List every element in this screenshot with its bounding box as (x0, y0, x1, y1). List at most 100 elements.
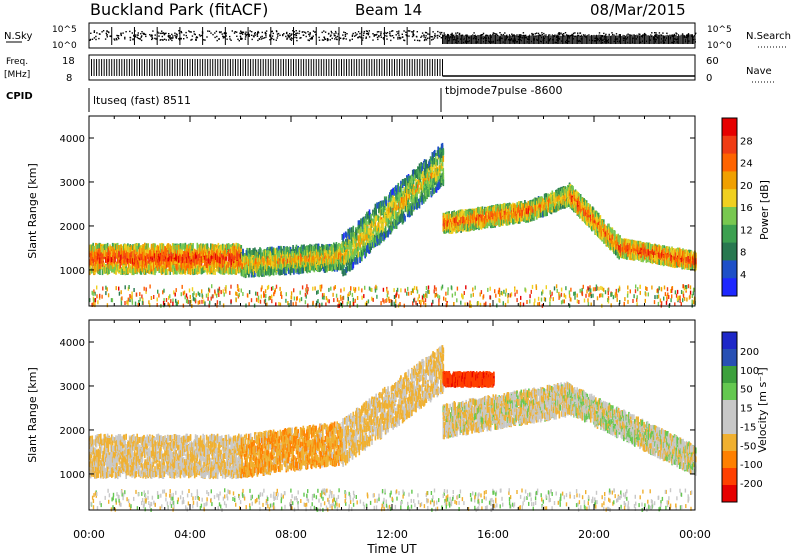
noise-sample (660, 34, 663, 36)
noise-sample (418, 39, 421, 42)
echo-cell (133, 251, 135, 258)
noise-sample (106, 30, 108, 33)
echo-cell (151, 243, 154, 250)
echo-cell (105, 267, 108, 274)
echo-cell (294, 266, 297, 273)
noise-sample (694, 38, 696, 41)
echo-cell (306, 257, 309, 264)
noise-sample (578, 39, 581, 42)
noise-sample (534, 33, 536, 35)
echo-cell (173, 246, 176, 252)
noise-sample (420, 36, 422, 38)
echo-cell (111, 266, 114, 273)
noise-sample (403, 39, 406, 42)
noise-sample (212, 33, 214, 36)
noise-sample (242, 31, 245, 33)
echo-cell (188, 248, 190, 255)
echo-cell (364, 242, 366, 249)
echo-cell (195, 249, 198, 256)
freq-unit-label: [MHz] (4, 70, 30, 80)
echo-cell (134, 260, 137, 267)
echo-cell (288, 252, 290, 259)
echo-cell (133, 259, 135, 266)
echo-cell (126, 267, 128, 274)
noise-sample (427, 33, 429, 35)
echo-cell (289, 269, 292, 276)
echo-cell (375, 215, 377, 222)
echo-cell (195, 268, 198, 275)
noise-sample (95, 38, 97, 41)
noise-sample (355, 34, 357, 36)
noise-sample (185, 31, 187, 34)
echo-cell (204, 263, 206, 270)
echo-cell (145, 243, 148, 250)
echo-cell (208, 257, 210, 264)
noise-sample (686, 34, 688, 36)
echo-cell (202, 243, 204, 250)
noise-sample (168, 36, 170, 38)
echo-cell (116, 248, 118, 255)
noise-sample (324, 31, 327, 33)
noise-sample (301, 31, 303, 33)
echo-cell (281, 269, 283, 275)
noise-sample (134, 36, 137, 38)
noise-sample (436, 37, 439, 39)
noise-sample (482, 34, 484, 36)
noise-sample (208, 30, 211, 32)
echo-cell (293, 262, 295, 269)
noise-sample (694, 41, 696, 43)
noise-sample (467, 37, 470, 39)
echo-cell (397, 182, 400, 189)
noise-sample (104, 38, 107, 40)
noise-sample (365, 30, 368, 32)
echo-cell (119, 259, 122, 266)
echo-cell (265, 264, 267, 271)
echo-cell (248, 271, 250, 278)
echo-cell (140, 265, 143, 271)
noise-sample (363, 32, 365, 34)
echo-cell (151, 256, 154, 263)
echo-cell (193, 268, 196, 275)
noise-sample (373, 34, 375, 36)
echo-cell (166, 244, 168, 251)
noise-sample (490, 36, 492, 38)
echo-cell (102, 243, 105, 250)
echo-cell (305, 255, 307, 262)
noise-sample (432, 31, 434, 33)
noise-sample (116, 39, 118, 41)
echo-cell (105, 256, 108, 263)
echo-cell (305, 249, 307, 256)
echo-cell (400, 215, 402, 222)
echo-cell (160, 243, 163, 249)
noise-sample (334, 38, 336, 40)
echo-cell (283, 251, 286, 257)
nsky-tick-high: 10^5 (52, 25, 77, 35)
noise-sample (260, 36, 262, 38)
noise-sample (95, 35, 97, 38)
noise-sample (493, 32, 495, 35)
noise-sample (251, 31, 253, 33)
echo-cell (191, 268, 193, 275)
echo-cell (182, 267, 185, 274)
noise-sample (273, 38, 275, 41)
noise-sample (345, 38, 347, 40)
echo-cell (214, 269, 216, 275)
noise-sample (408, 35, 410, 37)
echo-cell (251, 257, 254, 264)
echo-cell (148, 250, 150, 257)
noise-sample (283, 33, 285, 35)
echo-cell (195, 254, 198, 261)
noise-sample (655, 32, 657, 34)
noise-sample (412, 32, 414, 35)
echo-cell (244, 265, 247, 272)
noise-sample (195, 36, 197, 39)
noise-sample (222, 35, 224, 37)
noise-sample (466, 34, 468, 36)
echo-cell (222, 255, 225, 262)
noise-sample (218, 38, 220, 40)
echo-cell (162, 243, 165, 250)
echo-cell (384, 231, 387, 238)
noise-sample (357, 31, 360, 33)
echo-cell (246, 254, 248, 261)
noise-sample (244, 38, 247, 40)
